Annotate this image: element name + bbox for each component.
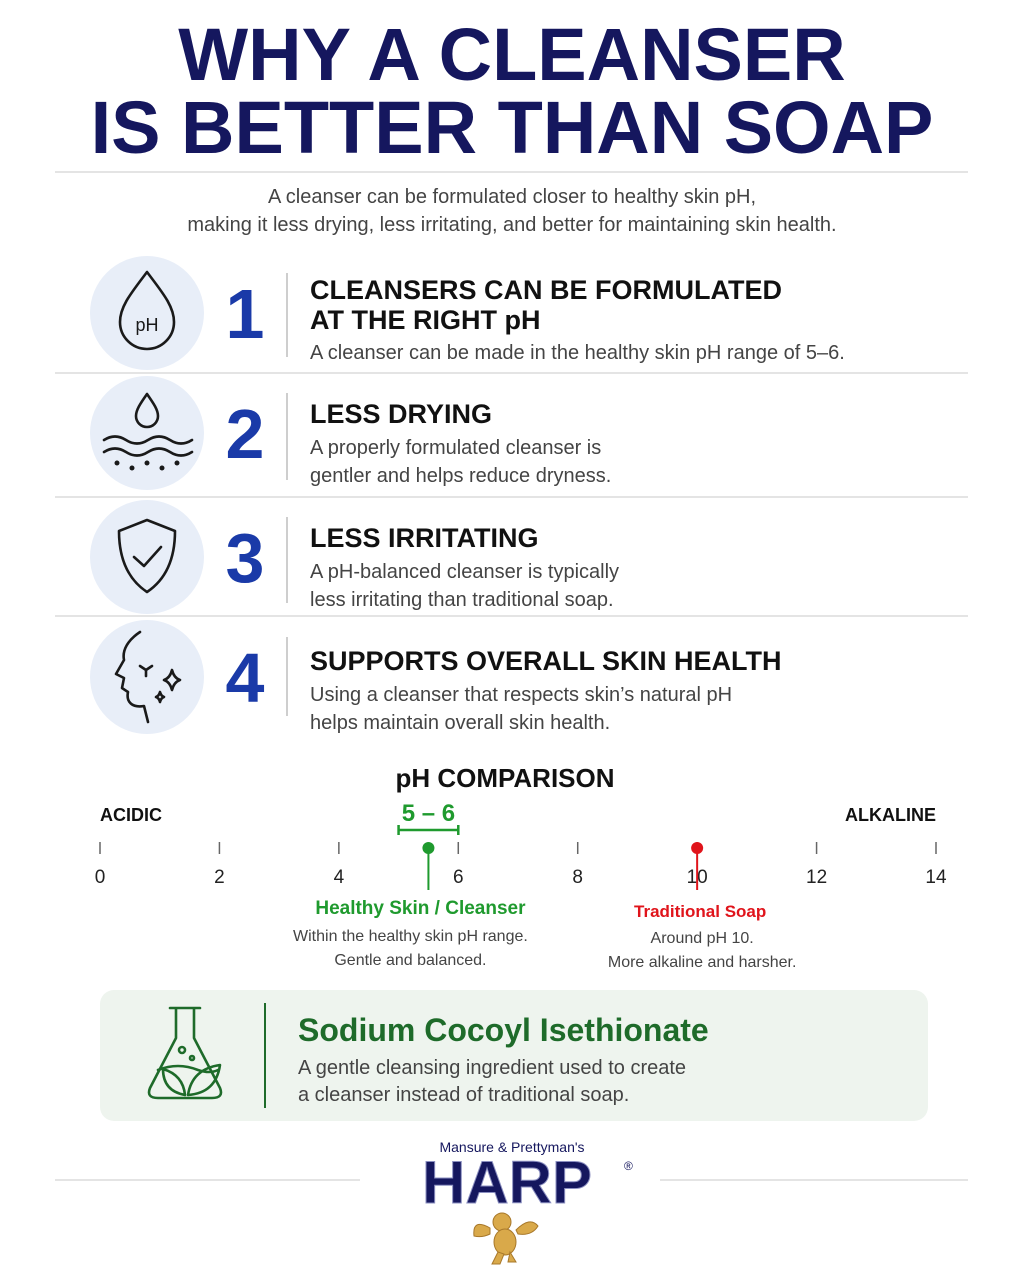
benefit-description: less irritating than traditional soap. bbox=[310, 589, 614, 611]
benefit-description: gentler and helps reduce dryness. bbox=[310, 465, 611, 487]
ingredient-box bbox=[100, 990, 928, 1121]
ingredient-name: Sodium Cocoyl Isethionate bbox=[298, 1012, 709, 1048]
alkaline-label: ALKALINE bbox=[845, 805, 936, 825]
benefit-description: A properly formulated cleanser is bbox=[310, 437, 601, 459]
tick-label: 14 bbox=[925, 867, 947, 888]
chart-title: pH COMPARISON bbox=[395, 763, 614, 793]
drying-dots bbox=[114, 460, 180, 471]
flask-icon bbox=[147, 1006, 223, 1100]
benefit-title: AT THE RIGHT pH bbox=[310, 305, 540, 335]
icon-label: pH bbox=[135, 315, 158, 335]
icon-circle bbox=[90, 620, 204, 734]
trademark: ® bbox=[624, 1159, 633, 1173]
benefit-description: helps maintain overall skin health. bbox=[310, 712, 610, 734]
range-label: 5 – 6 bbox=[402, 800, 455, 827]
tick-label: 6 bbox=[453, 867, 464, 888]
benefit-description: A cleanser can be made in the healthy sk… bbox=[310, 342, 845, 364]
title-line: WHY A CLEANSER bbox=[178, 13, 845, 96]
tick-label: 8 bbox=[572, 867, 583, 888]
benefit-title: SUPPORTS OVERALL SKIN HEALTH bbox=[310, 646, 782, 676]
drying-icon bbox=[102, 392, 194, 457]
icon-circle bbox=[90, 500, 204, 614]
benefit-number: 3 bbox=[226, 519, 265, 597]
tick-label: 12 bbox=[806, 867, 827, 888]
cherub-icon bbox=[473, 1212, 539, 1265]
ingredient-description: A gentle cleansing ingredient used to cr… bbox=[298, 1057, 686, 1079]
tick-label: 0 bbox=[95, 867, 106, 888]
ingredient-description: a cleanser instead of traditional soap. bbox=[298, 1084, 629, 1106]
tick-label: 4 bbox=[334, 867, 345, 888]
range-bracket bbox=[397, 825, 460, 835]
face-icon bbox=[114, 630, 150, 724]
benefit-title: CLEANSERS CAN BE FORMULATED bbox=[310, 275, 782, 305]
subtitle-line: A cleanser can be formulated closer to h… bbox=[268, 186, 756, 208]
healthy-marker bbox=[422, 842, 435, 854]
benefit-number: 2 bbox=[226, 395, 265, 473]
benefit-number: 4 bbox=[226, 639, 265, 717]
tick-label: 2 bbox=[214, 867, 225, 888]
benefit-description: A pH-balanced cleanser is typically bbox=[310, 561, 619, 583]
healthy-description: Gentle and balanced. bbox=[334, 952, 486, 969]
ph-drop-icon bbox=[118, 270, 176, 351]
benefit-description: Using a cleanser that respects skin’s na… bbox=[310, 684, 732, 706]
icon-circle bbox=[90, 256, 204, 370]
benefit-title: LESS DRYING bbox=[310, 399, 492, 429]
benefit-number: 1 bbox=[226, 275, 265, 353]
check-icon bbox=[132, 545, 163, 568]
soap-name: Traditional Soap bbox=[634, 902, 766, 921]
brand-logo: HARP bbox=[422, 1149, 592, 1216]
acidic-label: ACIDIC bbox=[100, 805, 162, 825]
healthy-name: Healthy Skin / Cleanser bbox=[315, 898, 526, 919]
healthy-description: Within the healthy skin pH range. bbox=[293, 928, 528, 945]
shield-icon bbox=[117, 518, 177, 594]
soap-description: More alkaline and harsher. bbox=[608, 954, 797, 971]
benefit-title: LESS IRRITATING bbox=[310, 523, 539, 553]
brand-small: Mansure & Prettyman's bbox=[439, 1139, 584, 1155]
subtitle-line: making it less drying, less irritating, … bbox=[187, 214, 836, 236]
face-eye bbox=[138, 664, 154, 678]
title-line: IS BETTER THAN SOAP bbox=[91, 86, 934, 169]
sparkle-icon bbox=[154, 668, 182, 704]
soap-marker bbox=[691, 842, 704, 854]
soap-description: Around pH 10. bbox=[651, 930, 754, 947]
